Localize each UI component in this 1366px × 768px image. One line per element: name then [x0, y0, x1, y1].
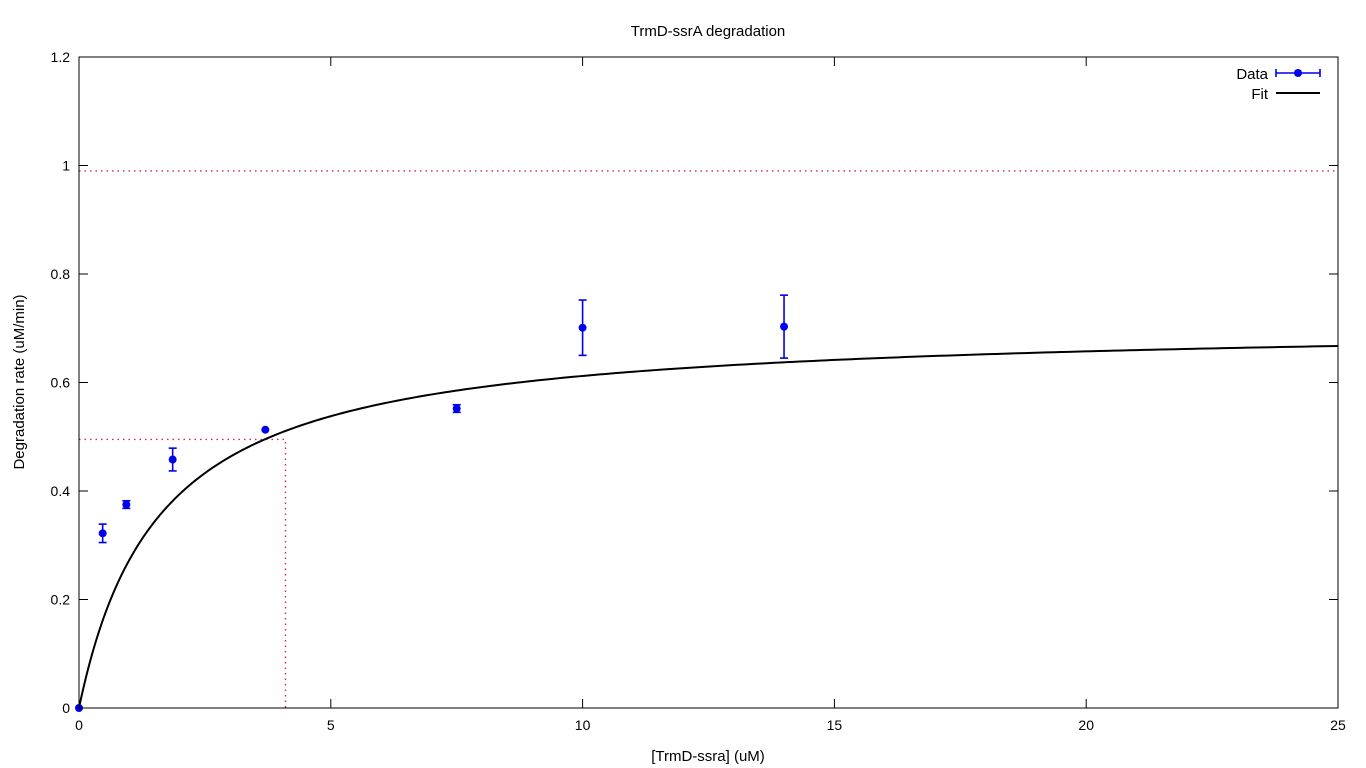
y-tick-label: 1.2	[51, 49, 71, 65]
y-tick-label: 0.8	[51, 266, 71, 282]
half-max-guide	[79, 438, 287, 708]
data-point	[261, 425, 270, 434]
legend: Data Fit	[1236, 66, 1321, 103]
x-tick-label: 20	[1078, 717, 1094, 733]
x-tick-label: 15	[827, 717, 843, 733]
y-tick-label: 0	[62, 700, 70, 716]
x-tick-label: 0	[75, 717, 83, 733]
reference-lines	[79, 170, 1338, 708]
data-point	[578, 323, 587, 332]
data-point	[452, 404, 461, 413]
plot-frame	[78, 56, 1339, 709]
y-tick-label: 0.4	[51, 483, 71, 499]
data-point	[168, 455, 177, 464]
data-point	[122, 500, 131, 509]
legend-label-data: Data	[1236, 66, 1268, 83]
y-tick-label: 1	[62, 158, 70, 174]
data-series	[75, 294, 789, 712]
data-point	[98, 529, 107, 538]
x-tick-label: 5	[327, 717, 335, 733]
y-axis-label: Degradation rate (uM/min)	[11, 294, 28, 469]
x-axis-label: [TrmD-ssra] (uM)	[651, 748, 765, 765]
fit-curve	[78, 344, 1339, 709]
y-tick-label: 0.2	[51, 592, 71, 608]
legend-data-marker	[1294, 69, 1302, 77]
fit-series	[78, 344, 1339, 709]
legend-label-fit: Fit	[1251, 86, 1268, 103]
chart-title: TrmD-ssrA degradation	[631, 23, 786, 40]
data-point	[780, 322, 789, 331]
y-tick-label: 0.6	[51, 375, 71, 391]
axis-ticks	[78, 56, 1339, 709]
x-tick-labels: 0 5 10 15 20 25	[75, 717, 1346, 733]
x-tick-label: 10	[575, 717, 591, 733]
legend-sample-data	[1275, 69, 1321, 77]
y-tick-labels: 0 0.2 0.4 0.6 0.8 1 1.2	[51, 49, 71, 716]
x-tick-label: 25	[1330, 717, 1346, 733]
